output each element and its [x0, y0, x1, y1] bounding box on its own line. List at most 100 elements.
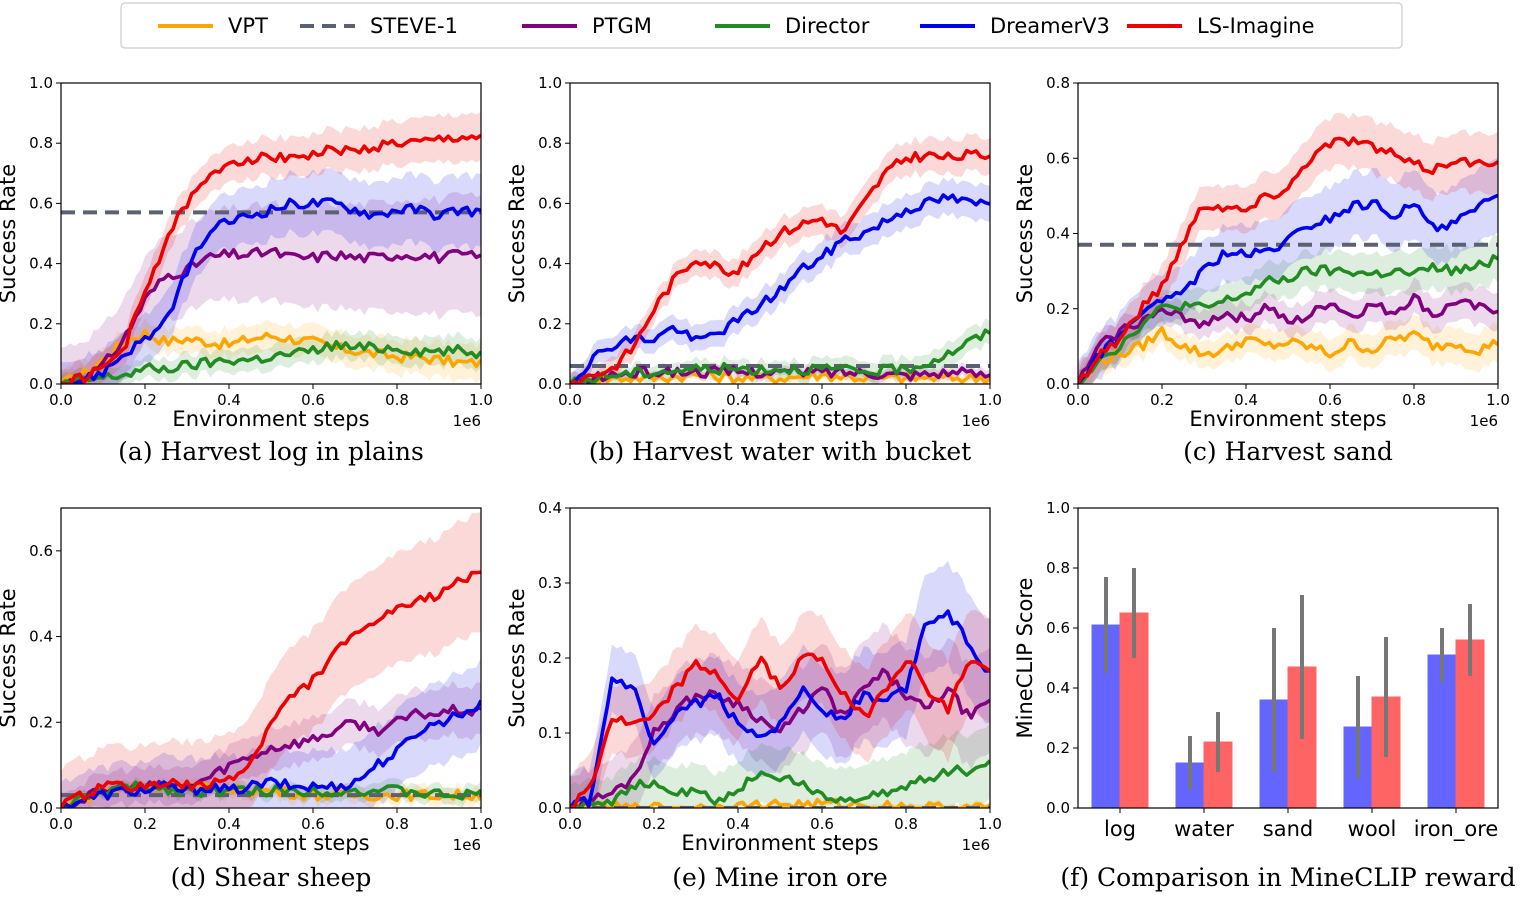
x-tick-label: sand [1263, 817, 1313, 841]
x-tick-label: 0.2 [133, 391, 157, 409]
y-tick-label: 0.6 [1046, 619, 1070, 637]
band-ptgm [1078, 277, 1498, 384]
band-dreamerv3 [1078, 157, 1498, 384]
x-tick-label: 0.8 [385, 815, 409, 833]
series-dreamerv3 [570, 609, 990, 808]
y-tick-label: 0.0 [538, 799, 562, 817]
x-tick-label: 0.8 [894, 815, 918, 833]
series-director [61, 339, 481, 384]
y-tick-label: 0.4 [538, 255, 562, 273]
y-axis-label: Success Rate [505, 164, 529, 303]
x-axis-label: Environment steps [681, 407, 878, 431]
x-tick-label: wool [1348, 817, 1397, 841]
y-tick-label: 0.6 [29, 542, 53, 560]
y-tick-label: 0.8 [29, 134, 53, 152]
plot-area [1078, 112, 1498, 384]
legend-label-ptgm: PTGM [592, 14, 652, 38]
band-dreamerv3 [61, 657, 481, 808]
legend-label-ls-imagine: LS-Imagine [1197, 14, 1315, 38]
x-tick-label: log [1104, 817, 1136, 841]
series-vpt [61, 328, 481, 384]
series-vpt [1078, 326, 1498, 384]
y-tick-label: 0.2 [1046, 300, 1070, 318]
y-tick-label: 0.8 [1046, 74, 1070, 92]
series-ls-imagine [1078, 136, 1498, 384]
x-tick-label: 0.4 [1234, 391, 1258, 409]
panel-f: log water sand wool iron_ore 0.0 0.2 0.4 0.6 0.8 1… [1013, 499, 1516, 892]
y-tick-label: 0.2 [538, 315, 562, 333]
x-tick-label: 0.4 [217, 391, 241, 409]
series-director [570, 759, 990, 808]
x-tick-label: 0.2 [1150, 391, 1174, 409]
y-axis-label: MineCLIP Score [1013, 578, 1037, 739]
plot-area [570, 560, 990, 808]
band-ls-imagine [570, 132, 990, 384]
plot-area [61, 111, 481, 384]
x-tick-label: 1.0 [978, 815, 1002, 833]
series-ls-imagine [61, 570, 481, 808]
y-tick-label: 0.0 [538, 375, 562, 393]
axes-frame [60, 507, 482, 809]
legend-label-director: Director [785, 14, 870, 38]
y-tick-label: 0.4 [29, 255, 53, 273]
panel-caption: (a) Harvest log in plains [118, 437, 424, 466]
y-tick-label: 0.3 [538, 574, 562, 592]
series-dreamerv3 [61, 197, 481, 384]
panel-c: 0.0 0.2 0.4 0.6 0.8 1.0 0.0 0.2 0.4 0.6 0.8 Environ… [1013, 74, 1510, 466]
band-vpt [570, 366, 990, 384]
series-dreamerv3 [1078, 193, 1498, 384]
series-dreamerv3 [61, 699, 481, 808]
axes-frame [60, 82, 482, 385]
legend-label-steve-1: STEVE-1 [370, 14, 458, 38]
y-tick-label: 0.4 [1046, 225, 1070, 243]
x-tick-label: 0.0 [558, 391, 582, 409]
x-tick-label: 0.4 [726, 815, 750, 833]
series-director [1078, 254, 1498, 384]
x-tick-label: 1.0 [1486, 391, 1510, 409]
y-tick-label: 1.0 [538, 74, 562, 92]
panel-d: 0.0 0.2 0.4 0.6 0.8 1.00.00.20.40.6Environmen… [0, 507, 493, 892]
plot-area [570, 132, 990, 384]
x-tick-label: 0.6 [1318, 391, 1342, 409]
y-tick-label: 0.2 [29, 315, 53, 333]
y-axis-label: Success Rate [1013, 164, 1037, 303]
y-tick-label: 0.2 [29, 713, 53, 731]
x-tick-label: 0.8 [894, 391, 918, 409]
x-tick-label: 0.6 [810, 391, 834, 409]
band-ls-imagine [61, 512, 481, 808]
x-tick-label: 0.0 [558, 815, 582, 833]
series-ptgm [570, 667, 990, 808]
y-tick-label: 0.8 [538, 134, 562, 152]
x-tick-label: 0.0 [1066, 391, 1090, 409]
panel-caption: (b) Harvest water with bucket [589, 437, 971, 466]
x-tick-label: 0.8 [1402, 391, 1426, 409]
y-axis-label: Success Rate [0, 588, 20, 727]
x-tick-label: 1.0 [978, 391, 1002, 409]
y-tick-label: 0.4 [538, 499, 562, 517]
band-ptgm [570, 622, 990, 808]
legend-label-vpt: VPT [228, 14, 268, 38]
band-dreamerv3 [570, 177, 990, 384]
panel-e: 0.0 0.2 0.4 0.6 0.8 1.00.00.10.20.30.4Environ… [505, 499, 1002, 892]
y-tick-label: 0.2 [1046, 739, 1070, 757]
series-ls-imagine [570, 652, 990, 808]
band-director [570, 723, 990, 808]
x-axis-label: Environment steps [1189, 407, 1386, 431]
y-tick-label: 0.2 [538, 649, 562, 667]
y-tick-label: 0.6 [1046, 149, 1070, 167]
band-ptgm [61, 680, 481, 808]
y-tick-label: 0.0 [1046, 375, 1070, 393]
series-director [570, 328, 990, 384]
x-axis-label: Environment steps [681, 831, 878, 855]
x-tick-label: 0.8 [385, 391, 409, 409]
x-axis-label: Environment steps [172, 407, 369, 431]
band-vpt [1078, 314, 1498, 384]
x-tick-label: 0.2 [642, 391, 666, 409]
band-ls-imagine [570, 610, 990, 808]
x-offset-label: 1e6 [962, 412, 990, 430]
x-tick-label: 0.2 [642, 815, 666, 833]
axes-frame [569, 82, 991, 385]
x-offset-label: 1e6 [1470, 412, 1498, 430]
x-tick-label: 0.0 [49, 815, 73, 833]
y-tick-label: 1.0 [29, 74, 53, 92]
